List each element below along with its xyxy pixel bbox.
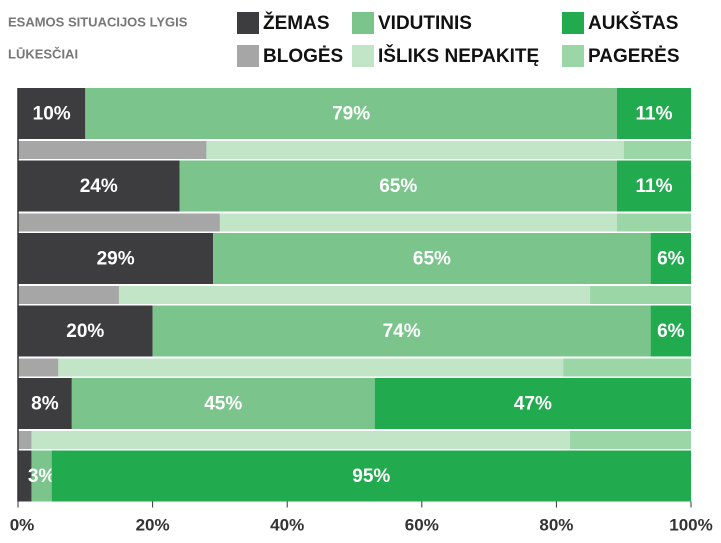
value-label: 65% [413,249,451,270]
bar-segment [374,378,691,429]
bar-segment [213,233,651,284]
expectation-segment [18,286,119,304]
legend-label: AUKŠTAS [588,12,678,34]
bar-segment [85,88,617,139]
bar-segment [18,160,180,212]
value-label: 10% [33,104,71,125]
expectation-segment [569,431,691,449]
value-label: 79% [332,104,370,125]
value-label: 65% [379,176,417,197]
bar-segment [179,160,617,212]
bar-segment [18,305,153,357]
bar-segment [616,160,691,212]
legend-swatch [352,45,374,67]
legend-swatch [562,12,584,34]
expectation-segment [58,358,564,377]
bar-segment [650,233,691,284]
x-tick-label: 20% [136,515,170,534]
legend-group-title: ESAMOS SITUACIJOS LYGIS [8,14,188,29]
expectation-segment [563,358,691,377]
expectation-segment [219,213,617,232]
x-tick-label: 100% [669,515,712,534]
value-label: 45% [204,394,242,415]
legend-label: PAGERĖS [588,46,680,67]
legend-swatch [237,12,259,34]
value-label: 95% [352,466,390,487]
value-label: 8% [31,394,59,415]
value-label: 74% [383,321,421,342]
value-label: 20% [66,321,104,342]
legend-swatch [352,12,374,34]
bar-segment [71,378,375,429]
expectation-segment [590,286,691,304]
expectation-segment [623,141,691,159]
bar-segment [31,450,52,502]
bar-segment [18,88,86,139]
bar-segment [650,305,691,357]
x-tick-label: 0% [10,515,35,534]
bar-segment [152,305,651,357]
legend-swatch [237,45,259,67]
legend-swatch [562,45,584,67]
x-tick-label: 60% [405,515,439,534]
value-label: 6% [657,321,685,342]
value-label: 3% [28,466,56,487]
bar-segment [18,233,214,284]
expectation-segment [18,358,59,377]
expectation-segment [118,286,591,304]
value-label: 47% [514,394,552,415]
value-label: 11% [635,104,672,125]
expectation-segment [616,213,691,232]
bar-segment [18,378,72,429]
legend-label: BLOGĖS [263,46,343,67]
legend-label: ŽEMAS [263,12,330,34]
value-label: 24% [80,176,118,197]
expectation-segment [31,431,570,449]
value-label: 11% [635,176,672,197]
legend-group-title: LŪKESČIAI [8,46,78,61]
value-label: 29% [97,249,135,270]
bar-segment [51,450,691,502]
value-label: 6% [657,249,685,270]
x-tick-label: 80% [539,515,573,534]
x-tick-label: 40% [270,515,304,534]
expectation-segment [206,141,624,159]
bar-segment [616,88,691,139]
expectation-segment [18,213,220,232]
legend-label: VIDUTINIS [378,13,472,34]
expectation-segment [18,431,32,449]
bar-segment [18,450,32,502]
expectation-segment [18,141,207,159]
legend-label: IŠLIKS NEPAKITĘ [378,45,539,67]
